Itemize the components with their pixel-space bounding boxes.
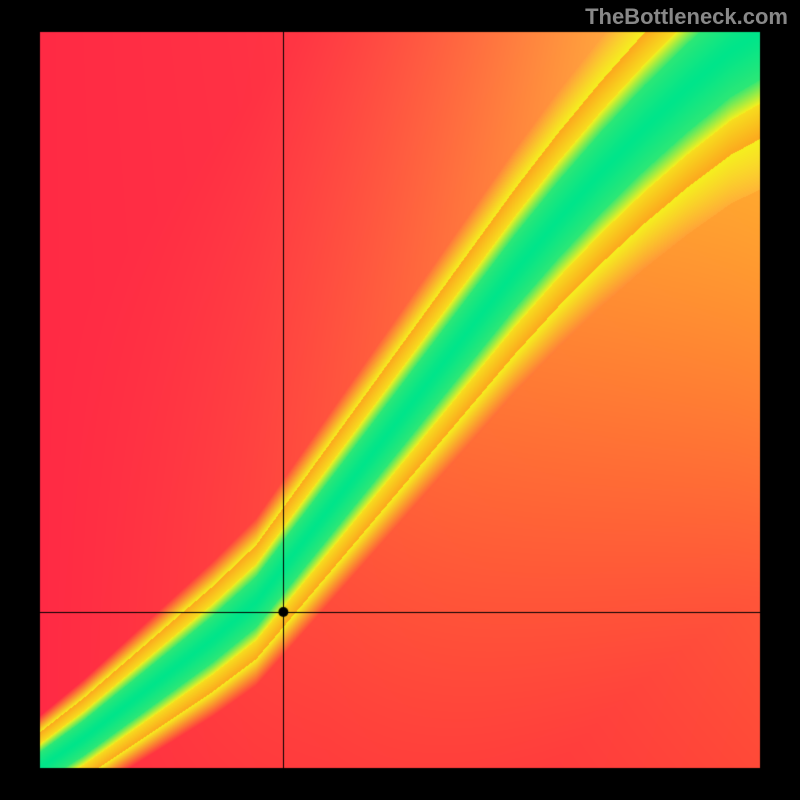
watermark-text: TheBottleneck.com bbox=[585, 4, 788, 30]
figure-container: TheBottleneck.com bbox=[0, 0, 800, 800]
heatmap-canvas bbox=[0, 0, 800, 800]
